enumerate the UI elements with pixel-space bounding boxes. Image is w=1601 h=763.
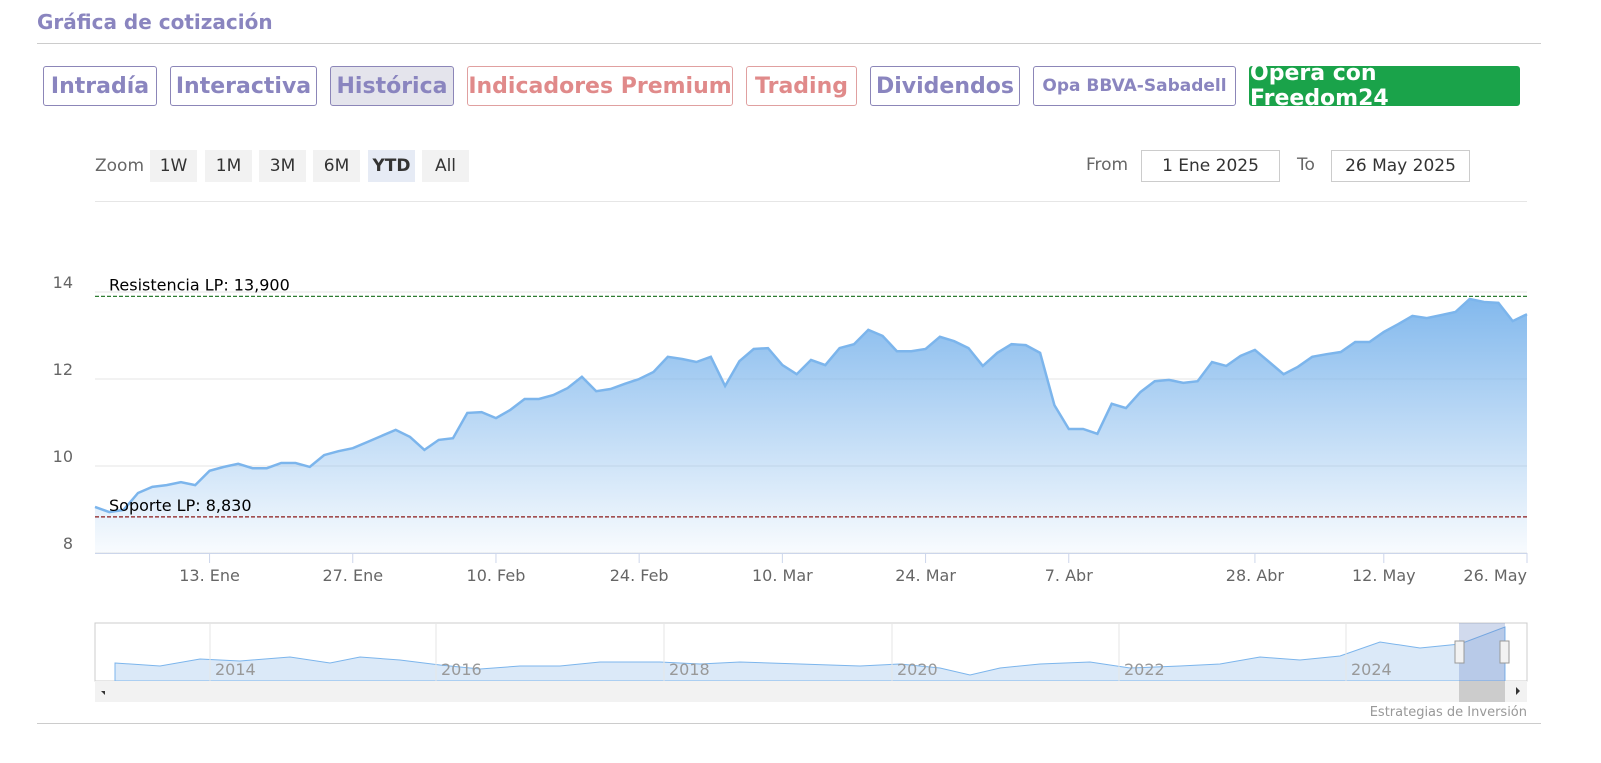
x-tick-label: 13. Ene [179,566,240,585]
zoom-button[interactable]: All [422,150,469,182]
credit: Estrategias de Inversión [1370,705,1527,720]
navigator-year: 2022 [1124,660,1165,679]
navigator-handle[interactable] [1499,640,1510,664]
x-tick-label: 26. May [1463,566,1527,585]
y-tick-label: 14 [53,273,73,292]
x-tick-label: 24. Mar [895,566,956,585]
navigator-year: 2018 [669,660,710,679]
y-tick-label: 8 [63,534,73,553]
x-tick-label: 7. Abr [1045,566,1093,585]
to-input[interactable]: 26 May 2025 [1331,150,1470,182]
tab[interactable]: Intradía [43,66,157,106]
tab[interactable]: Histórica [330,66,454,106]
zoom-button[interactable]: 1W [150,150,197,182]
x-tick-label: 28. Abr [1226,566,1285,585]
zoom-button[interactable]: YTD [368,150,415,182]
plot-line-label: Soporte LP: 8,830 [109,496,252,515]
from-label: From [1086,155,1129,175]
navigator-mask [1459,623,1505,681]
x-tick-label: 12. May [1352,566,1416,585]
y-tick-label: 12 [53,360,73,379]
zoom-button[interactable]: 6M [313,150,360,182]
tab[interactable]: Trading [746,66,857,106]
tab[interactable]: Opera con Freedom24 [1249,61,1520,111]
area [95,299,1527,553]
scroll-right[interactable] [1516,687,1520,695]
y-tick-label: 10 [53,447,73,466]
zoom-button[interactable]: 1M [205,150,252,182]
tab[interactable]: Opa BBVA-Sabadell [1033,66,1236,106]
navigator-year: 2024 [1351,660,1392,679]
x-tick-label: 27. Ene [322,566,383,585]
navigator-series [114,626,1506,682]
x-tick-label: 10. Feb [467,566,526,585]
plot: 8 10 12 14 13. Ene 27. Ene 10. Feb 24. Feb 10. M… [53,273,1528,585]
zoom-button[interactable]: 3M [259,150,306,182]
tab[interactable]: Indicadores Premium [467,66,733,106]
price-line [94,297,1528,514]
scrollbar-thumb[interactable] [1459,681,1505,702]
to-label: To [1297,155,1315,175]
plot-line-label: Resistencia LP: 13,900 [109,275,290,294]
from-input[interactable]: 1 Ene 2025 [1141,150,1280,182]
x-tick-label: 10. Mar [752,566,813,585]
navigator-year: 2016 [441,660,482,679]
tab[interactable]: Dividendos [870,66,1020,106]
tab[interactable]: Interactiva [170,66,317,106]
scroll-left[interactable] [101,687,105,695]
zoom-label: Zoom [95,156,145,176]
navigator-year: 2014 [215,660,256,679]
page-title: Gráfica de cotización [37,10,273,34]
navigator-year: 2020 [897,660,938,679]
navigator-handle[interactable] [1454,640,1465,664]
scrollbar[interactable] [95,681,1527,702]
x-tick-label: 24. Feb [610,566,669,585]
